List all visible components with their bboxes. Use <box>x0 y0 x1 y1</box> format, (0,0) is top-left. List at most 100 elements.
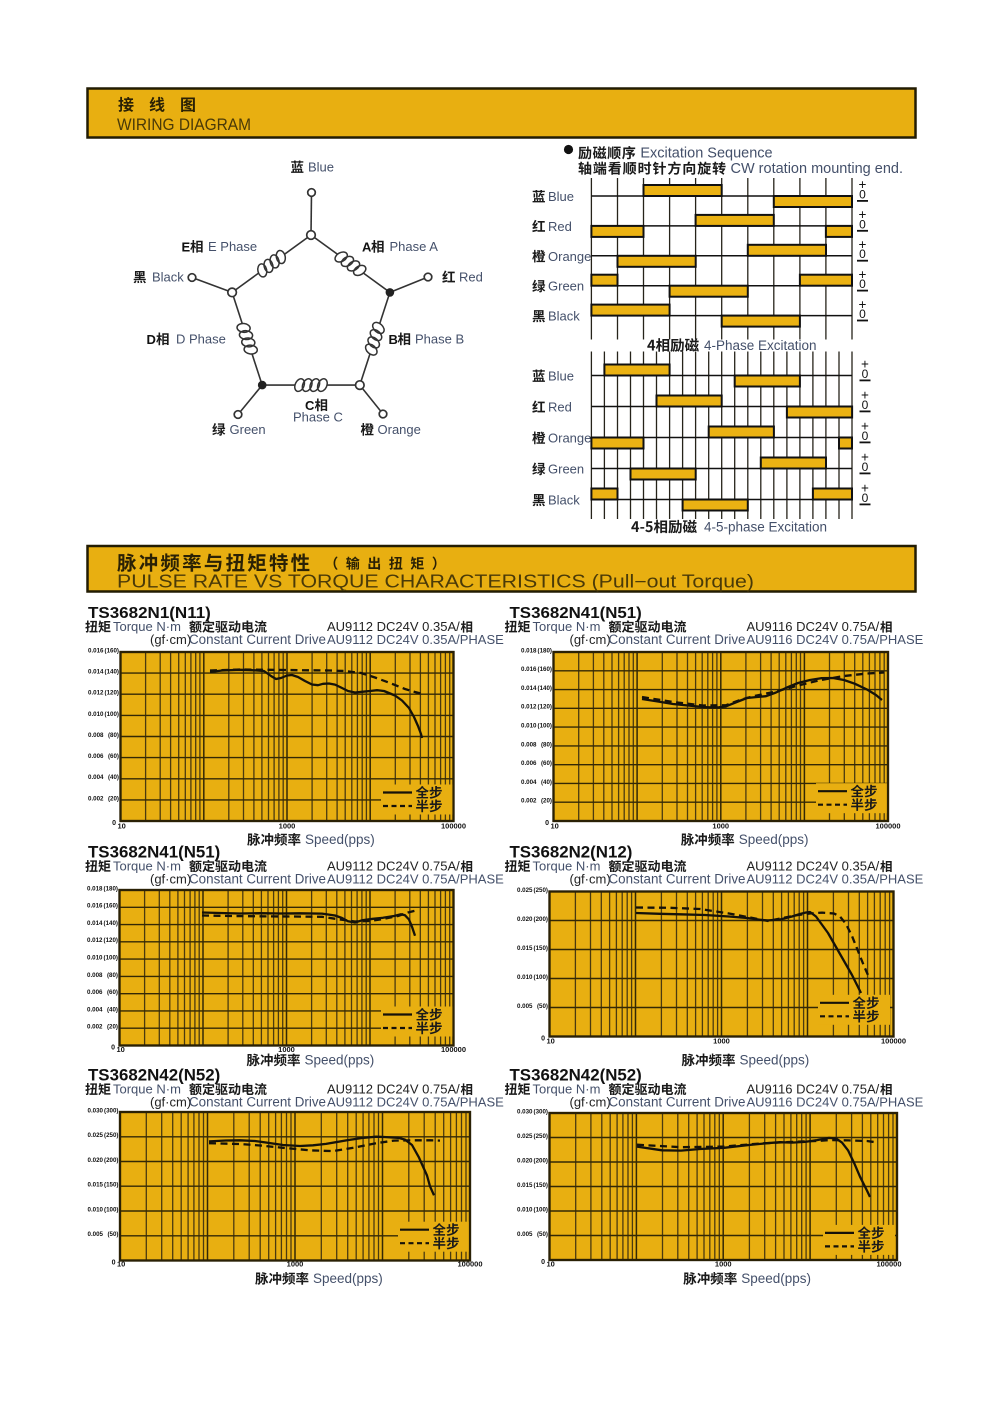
svg-text:Black: Black <box>548 309 580 324</box>
svg-text:10: 10 <box>551 822 559 831</box>
svg-text:(250): (250) <box>534 1133 548 1140</box>
svg-text:10: 10 <box>547 1260 555 1269</box>
svg-text:Constant Current Drive: Constant Current Drive <box>189 872 326 887</box>
svg-text:0.030: 0.030 <box>88 1107 104 1114</box>
svg-text:Torque N·m: Torque N·m <box>533 1082 601 1097</box>
svg-text:0.014: 0.014 <box>88 669 104 676</box>
svg-text:(100): (100) <box>538 723 552 730</box>
svg-text:TS3682N1(N11): TS3682N1(N11) <box>88 605 211 622</box>
svg-text:100000: 100000 <box>457 1260 482 1269</box>
svg-text:(150): (150) <box>104 1182 118 1189</box>
svg-text:0.016: 0.016 <box>521 666 537 673</box>
svg-text:0: 0 <box>541 1036 545 1043</box>
svg-text:Torque N·m: Torque N·m <box>113 619 181 634</box>
svg-text:+: + <box>861 388 869 403</box>
svg-text:CW rotation mounting end.: CW rotation mounting end. <box>731 161 903 177</box>
svg-text:0.014: 0.014 <box>521 685 537 692</box>
svg-text:(140): (140) <box>104 920 118 927</box>
svg-text:TS3682N42(N52): TS3682N42(N52) <box>88 1066 220 1085</box>
svg-text:+: + <box>861 419 869 434</box>
svg-text:C: C <box>305 398 315 413</box>
svg-text:E Phase: E Phase <box>208 239 257 254</box>
svg-text:(40): (40) <box>107 1006 118 1013</box>
svg-text:4-5-phase Excitation: 4-5-phase Excitation <box>704 520 827 535</box>
svg-text:Torque N·m: Torque N·m <box>113 859 181 874</box>
svg-text:(150): (150) <box>534 1182 548 1189</box>
svg-text:(gf·cm): (gf·cm) <box>570 632 611 647</box>
svg-text:TS3682N41(N51): TS3682N41(N51) <box>88 843 220 862</box>
svg-text:AU9112 DC24V 0.75A/PHASE: AU9112 DC24V 0.75A/PHASE <box>327 1095 504 1110</box>
svg-text:Green: Green <box>548 279 584 294</box>
svg-text:(20): (20) <box>107 1024 118 1031</box>
svg-text:+: + <box>859 267 867 282</box>
svg-text:0: 0 <box>862 429 869 443</box>
svg-text:0: 0 <box>859 217 866 231</box>
svg-text:(100): (100) <box>104 955 118 962</box>
svg-text:Excitation Sequence: Excitation Sequence <box>640 146 772 162</box>
svg-text:1000: 1000 <box>287 1260 304 1269</box>
svg-text:Blue: Blue <box>548 189 574 204</box>
svg-text:Constant Current Drive: Constant Current Drive <box>189 632 326 647</box>
svg-text:(60): (60) <box>108 753 119 760</box>
svg-text:0.002: 0.002 <box>88 795 104 802</box>
svg-text:Blue: Blue <box>308 159 334 174</box>
svg-text:(300): (300) <box>534 1108 548 1115</box>
svg-text:PULSE RATE VS TORQUE CHARACTER: PULSE RATE VS TORQUE CHARACTERISTICS (Pu… <box>117 572 754 592</box>
svg-text:(120): (120) <box>104 937 118 944</box>
svg-text:0.015: 0.015 <box>88 1182 104 1189</box>
svg-text:(120): (120) <box>105 690 119 697</box>
svg-text:100000: 100000 <box>441 822 466 831</box>
svg-text:(150): (150) <box>534 945 548 952</box>
svg-text:(250): (250) <box>534 887 548 894</box>
svg-text:AU9112 DC24V 0.75A/: AU9112 DC24V 0.75A/ <box>327 859 460 874</box>
svg-text:0.002: 0.002 <box>87 1024 103 1031</box>
svg-text:100000: 100000 <box>876 1260 901 1269</box>
svg-text:0.025: 0.025 <box>517 887 533 894</box>
svg-text:AU9116 DC24V 0.75A/PHASE: AU9116 DC24V 0.75A/PHASE <box>747 1095 924 1110</box>
svg-text:(gf·cm): (gf·cm) <box>570 1095 611 1110</box>
svg-text:Torque N·m: Torque N·m <box>533 859 601 874</box>
svg-text:0.018: 0.018 <box>87 885 103 892</box>
svg-text:Red: Red <box>548 400 572 415</box>
svg-text:(250): (250) <box>104 1132 118 1139</box>
svg-text:Phase A: Phase A <box>390 239 439 254</box>
svg-text:0: 0 <box>545 820 549 827</box>
svg-text:TS3682N42(N52): TS3682N42(N52) <box>510 1066 642 1085</box>
svg-text:0.004: 0.004 <box>87 1006 103 1013</box>
svg-text:0.030: 0.030 <box>517 1108 533 1115</box>
svg-text:(160): (160) <box>105 647 119 654</box>
svg-text:Phase B: Phase B <box>415 332 464 347</box>
svg-text:4-Phase Excitation: 4-Phase Excitation <box>704 338 817 353</box>
svg-text:0: 0 <box>859 277 866 291</box>
svg-text:(140): (140) <box>538 685 552 692</box>
svg-text:D Phase: D Phase <box>176 332 226 347</box>
svg-text:0.020: 0.020 <box>517 916 533 923</box>
svg-text:10: 10 <box>117 1260 125 1269</box>
svg-text:(50): (50) <box>107 1231 118 1238</box>
svg-text:0: 0 <box>859 187 866 201</box>
svg-text:0: 0 <box>862 491 869 505</box>
svg-text:0.005: 0.005 <box>88 1231 104 1238</box>
svg-text:10: 10 <box>117 1045 125 1054</box>
svg-text:Speed(pps): Speed(pps) <box>313 1271 383 1286</box>
svg-text:Torque N·m: Torque N·m <box>533 619 601 634</box>
svg-text:Green: Green <box>548 462 584 477</box>
svg-text:E: E <box>182 240 191 255</box>
svg-text:Phase C: Phase C <box>293 410 343 425</box>
svg-text:TS3682N41(N51): TS3682N41(N51) <box>510 605 642 622</box>
svg-text:0.010: 0.010 <box>88 1206 104 1213</box>
svg-text:(180): (180) <box>538 647 552 654</box>
svg-text:Constant Current Drive: Constant Current Drive <box>609 1095 746 1110</box>
svg-text:(160): (160) <box>538 666 552 673</box>
svg-text:(80): (80) <box>107 972 118 979</box>
svg-text:Red: Red <box>548 219 572 234</box>
svg-text:0: 0 <box>859 247 866 261</box>
svg-text:(200): (200) <box>534 916 548 923</box>
svg-text:1000: 1000 <box>713 1037 730 1046</box>
svg-text:0.010: 0.010 <box>517 974 533 981</box>
svg-text:Blue: Blue <box>548 369 574 384</box>
svg-text:0.012: 0.012 <box>521 704 537 711</box>
svg-text:0: 0 <box>862 398 869 412</box>
svg-text:AU9112 DC24V 0.75A/PHASE: AU9112 DC24V 0.75A/PHASE <box>327 872 504 887</box>
svg-text:AU9112 DC24V 0.35A/PHASE: AU9112 DC24V 0.35A/PHASE <box>327 632 504 647</box>
